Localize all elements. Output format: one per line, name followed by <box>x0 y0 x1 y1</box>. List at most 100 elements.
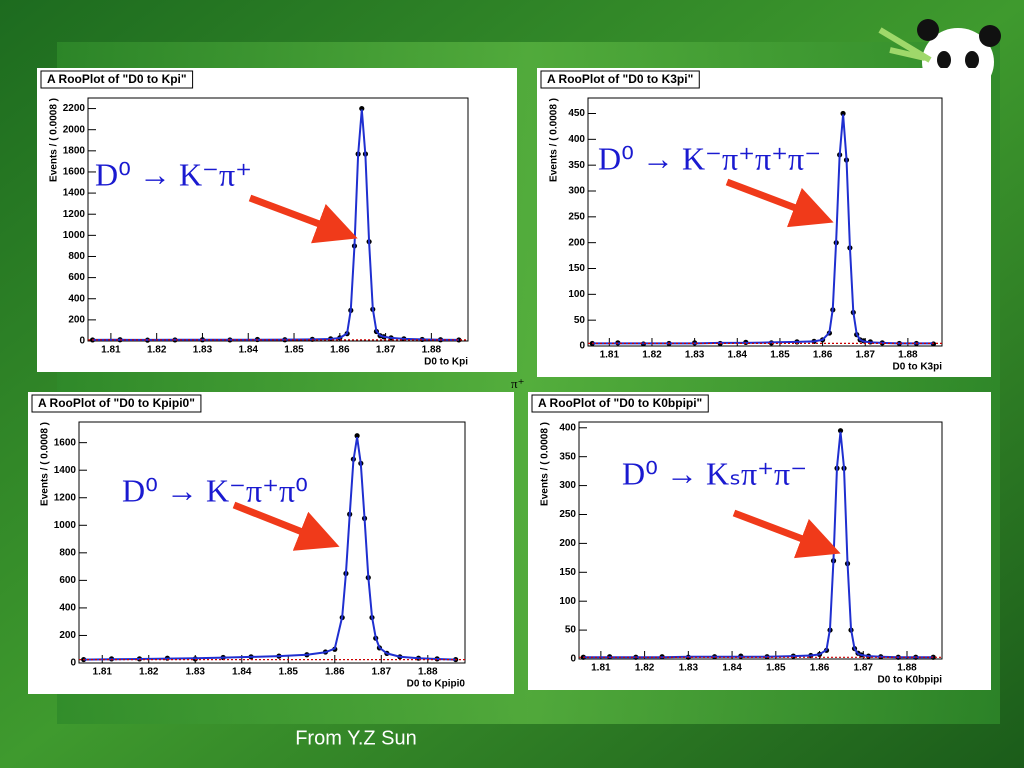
x-tick-label: 1.86 <box>330 345 350 356</box>
y-tick-label: 800 <box>68 251 85 262</box>
data-point <box>456 337 462 343</box>
plot-title: A RooPlot of "D0 to K0bpipi" <box>538 396 702 410</box>
plot-panel: A RooPlot of "D0 to K0bpipi" 0 50 100 150 200… <box>528 392 991 690</box>
y-tick-label: 200 <box>559 538 576 549</box>
x-tick-label: 1.82 <box>635 663 655 674</box>
x-tick-label: 1.84 <box>232 667 252 678</box>
y-tick-label: 1800 <box>63 145 86 156</box>
panda-logo <box>878 19 1001 96</box>
y-tick-label: 300 <box>559 480 576 491</box>
y-tick-label: 250 <box>559 509 576 520</box>
y-tick-label: 1600 <box>54 437 77 448</box>
y-tick-label: 450 <box>568 108 585 119</box>
decay-annotation: D⁰ → K⁻π⁺π⁰ <box>122 472 308 508</box>
fit-curve <box>583 431 934 659</box>
y-tick-label: 1000 <box>63 230 86 241</box>
decay-annotation: D⁰ → K⁻π⁺π⁺π⁻ <box>598 140 821 176</box>
y-tick-label: 0 <box>570 654 576 665</box>
y-tick-label: 200 <box>568 237 585 248</box>
y-tick-label: 300 <box>568 186 585 197</box>
title-box <box>531 394 709 413</box>
x-tick-label: 1.84 <box>239 345 259 356</box>
data-point <box>354 433 360 439</box>
y-tick-label: 1400 <box>63 188 86 199</box>
y-tick-label: 800 <box>59 547 76 558</box>
y-tick-label: 400 <box>68 293 85 304</box>
y-axis-label: Events / ( 0.0008 ) <box>40 422 51 506</box>
data-point <box>837 428 844 434</box>
x-tick-label: 1.87 <box>376 345 396 356</box>
title-box <box>31 394 202 413</box>
y-tick-label: 0 <box>70 658 76 669</box>
y-tick-label: 1400 <box>54 465 77 476</box>
y-tick-label: 2200 <box>63 103 86 114</box>
plot-title: A RooPlot of "D0 to Kpipi0" <box>38 396 195 410</box>
y-tick-label: 100 <box>568 289 585 300</box>
decay-annotation: D⁰ → K⁻π⁺ <box>95 156 252 192</box>
plot-panel: A RooPlot of "D0 to K3pi" 0 50 100 150 200 250… <box>537 68 991 377</box>
plot-panel: A RooPlot of "D0 to Kpi" 0 200 400 600 800 100… <box>37 68 517 372</box>
y-axis-label: Events / ( 0.0008 ) <box>549 98 560 182</box>
x-tick-label: 1.87 <box>854 663 874 674</box>
x-tick-label: 1.88 <box>422 345 442 356</box>
title-box <box>540 70 700 89</box>
x-tick-label: 1.83 <box>186 667 206 678</box>
y-tick-label: 200 <box>68 315 85 326</box>
x-tick-label: 1.81 <box>101 345 121 356</box>
y-tick-label: 250 <box>568 211 585 222</box>
x-tick-label: 1.87 <box>855 350 875 361</box>
y-tick-label: 1200 <box>63 209 86 220</box>
x-tick-label: 1.88 <box>897 663 917 674</box>
x-axis-label: D0 to Kpi <box>424 357 468 368</box>
arrow <box>248 194 358 244</box>
x-tick-label: 1.88 <box>418 667 438 678</box>
x-axis-label: D0 to K3pi <box>893 362 943 373</box>
y-tick-label: 200 <box>59 630 76 641</box>
data-point <box>840 110 846 117</box>
x-tick-label: 1.82 <box>139 667 159 678</box>
panel-bg <box>37 68 517 372</box>
y-tick-label: 1000 <box>54 520 77 531</box>
plot-panel: A RooPlot of "D0 to Kpipi0" 0 200 400 600 800… <box>28 392 514 694</box>
y-tick-label: 1200 <box>54 492 77 503</box>
y-tick-label: 150 <box>568 263 585 274</box>
y-tick-label: 600 <box>59 575 76 586</box>
x-tick-label: 1.85 <box>770 350 790 361</box>
y-tick-label: 100 <box>559 596 576 607</box>
y-axis-label: Events / ( 0.0008 ) <box>49 98 60 182</box>
x-tick-label: 1.82 <box>642 350 662 361</box>
y-axis-label: Events / ( 0.0008 ) <box>540 422 551 506</box>
data-point <box>359 105 365 112</box>
y-tick-label: 400 <box>559 422 576 433</box>
x-tick-label: 1.87 <box>372 667 392 678</box>
plot-frame <box>87 97 469 342</box>
x-tick-label: 1.81 <box>591 663 611 674</box>
x-tick-label: 1.83 <box>685 350 705 361</box>
title-box <box>40 70 194 89</box>
x-tick-label: 1.86 <box>810 663 830 674</box>
stray-label: π⁺ <box>511 376 524 391</box>
x-tick-label: 1.84 <box>728 350 748 361</box>
y-tick-label: 400 <box>568 134 585 145</box>
y-tick-label: 0 <box>579 341 585 352</box>
decay-annotation: D⁰ → Kₛπ⁺π⁻ <box>622 455 807 491</box>
x-tick-label: 1.85 <box>284 345 304 356</box>
plot-frame <box>587 97 943 347</box>
x-tick-label: 1.86 <box>325 667 345 678</box>
fit-curve <box>592 114 934 345</box>
footer: From Y.Z Sun <box>295 727 417 749</box>
y-tick-label: 150 <box>559 567 576 578</box>
x-tick-label: 1.85 <box>766 663 786 674</box>
arrow <box>725 178 834 228</box>
x-axis-label: D0 to Kpipi0 <box>407 679 466 690</box>
plot-title: A RooPlot of "D0 to Kpi" <box>47 72 187 86</box>
plot-frame <box>578 421 943 660</box>
plot-frame <box>78 421 466 664</box>
y-tick-label: 2000 <box>63 124 86 135</box>
x-tick-label: 1.85 <box>279 667 299 678</box>
arrow <box>732 509 841 559</box>
x-tick-label: 1.83 <box>679 663 699 674</box>
x-tick-label: 1.88 <box>898 350 918 361</box>
